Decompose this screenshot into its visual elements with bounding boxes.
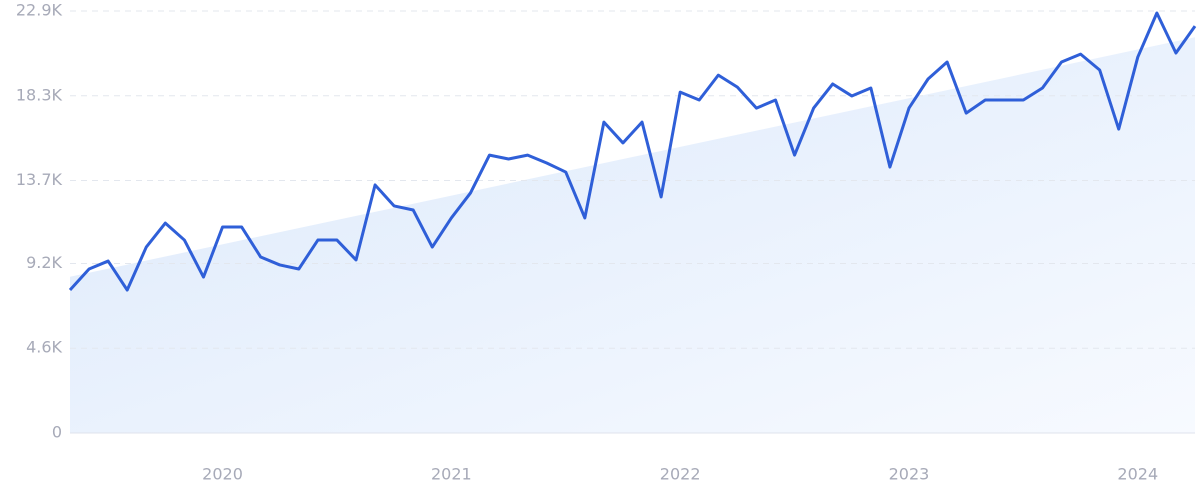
line-series xyxy=(68,11,1197,292)
y-tick-label: 9.2K xyxy=(26,253,62,272)
y-tick-label: 18.3K xyxy=(16,85,63,104)
x-tick-label: 2020 xyxy=(202,465,243,484)
x-tick-label: 2021 xyxy=(431,465,472,484)
x-tick-label: 2023 xyxy=(889,465,930,484)
y-tick-label: 22.9K xyxy=(16,1,63,20)
y-tick-label: 13.7K xyxy=(16,170,63,189)
trend-area xyxy=(70,37,1195,434)
x-tick-label: 2022 xyxy=(660,465,701,484)
x-tick-label: 2024 xyxy=(1117,465,1158,484)
y-tick-label: 4.6K xyxy=(26,338,62,357)
y-tick-label: 0 xyxy=(52,423,62,442)
